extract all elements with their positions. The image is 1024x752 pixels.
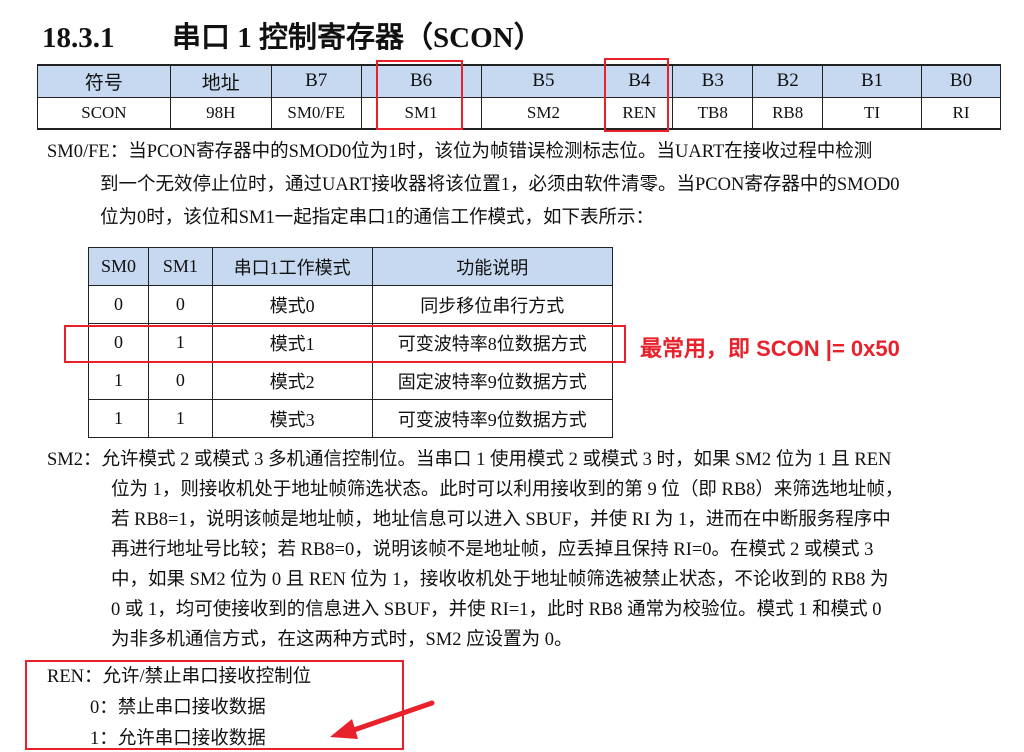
mode-row: 1 0 模式2 固定波特率9位数据方式	[88, 361, 614, 400]
value-cell: SCON	[37, 96, 171, 130]
cell: 模式2	[211, 361, 373, 400]
cell: 0	[147, 285, 213, 324]
header-cell: 功能说明	[371, 247, 614, 286]
cell: 1	[147, 399, 213, 438]
sm2-line: 为非多机通信方式，在这两种方式时，SM2 应设置为 0。	[111, 630, 573, 650]
cell: 同步移位串行方式	[371, 285, 614, 324]
header-cell: SM0	[88, 247, 149, 286]
mode-table: SM0 SM1 串口1工作模式 功能说明 0 0 模式0 同步移位串行方式 0 1 模式1…	[88, 247, 614, 438]
header-cell: B0	[921, 64, 1001, 98]
cell: 0	[88, 285, 149, 324]
cell: 1	[147, 323, 213, 362]
cell: 1	[88, 399, 149, 438]
mode-row: 0 0 模式0 同步移位串行方式	[88, 285, 614, 324]
value-cell: TI	[822, 96, 923, 130]
header-cell: 串口1工作模式	[211, 247, 373, 286]
cell: 模式3	[211, 399, 373, 438]
sm2-line: 再进行地址号比较；若 RB8=0，说明该帧不是地址帧，应丢掉且保持 RI=0。在…	[111, 540, 874, 560]
header-cell: B5	[480, 64, 607, 98]
section-number: 18.3.1	[42, 22, 115, 54]
mode-row: 0 1 模式1 可变波特率8位数据方式	[88, 323, 614, 362]
sm0fe-line: SM0/FE：当PCON寄存器中的SMOD0位为1时，该位为帧错误检测标志位。当…	[47, 142, 873, 162]
header-cell: B7	[270, 64, 362, 98]
value-cell: TB8	[672, 96, 754, 130]
value-cell: SM0/FE	[270, 96, 362, 130]
value-cell: RB8	[752, 96, 824, 130]
sm2-line: 中，如果 SM2 位为 0 且 REN 位为 1，接收收机处于地址帧筛选被禁止状…	[111, 570, 889, 590]
highlight-box-b6	[376, 60, 463, 130]
value-cell: SM2	[480, 96, 607, 130]
cell: 0	[147, 361, 213, 400]
sm2-line: 若 RB8=1，说明该帧是地址帧，地址信息可以进入 SBUF，并使 RI 为 1…	[111, 510, 891, 530]
section-title-text: 串口 1 控制寄存器（SCON）	[172, 22, 543, 54]
header-cell: B2	[752, 64, 824, 98]
sm0fe-line: 到一个无效停止位时，通过UART接收器将该位置1，必须由软件清零。当PCON寄存…	[100, 175, 900, 195]
sm2-line: 0 或 1，均可使接收到的信息进入 SBUF，并使 RI=1，此时 RB8 通常…	[111, 600, 882, 620]
header-cell: 地址	[169, 64, 272, 98]
ren-line: REN：允许/禁止串口接收控制位	[47, 667, 312, 687]
sm2-line: 位为 1，则接收机处于地址帧筛选状态。此时可以利用接收到的第 9 位（即 RB8…	[111, 480, 904, 500]
header-cell: SM1	[147, 247, 213, 286]
highlight-box-ren	[25, 660, 404, 750]
cell: 可变波特率9位数据方式	[371, 399, 614, 438]
value-cell: REN	[605, 96, 674, 130]
sm0fe-line: 位为0时，该位和SM1一起指定串口1的通信工作模式，如下表所示：	[100, 208, 654, 228]
header-cell: B4	[605, 64, 674, 98]
cell: 1	[88, 361, 149, 400]
sm2-line: SM2：允许模式 2 或模式 3 多机通信控制位。当串口 1 使用模式 2 或模…	[47, 450, 892, 470]
register-table: 符号 地址 B7 B6 B5 B4 B3 B2 B1 B0 SCON 98H S…	[37, 64, 1001, 130]
mode-header-row: SM0 SM1 串口1工作模式 功能说明	[88, 247, 614, 286]
highlight-box-b4	[604, 58, 669, 132]
register-value-row: SCON 98H SM0/FE SM1 SM2 REN TB8 RB8 TI R…	[37, 96, 1001, 130]
section-title: 18.3.1 串口 1 控制寄存器（SCON）	[42, 14, 543, 56]
annotation-note: 最常用，即 SCON |= 0x50	[640, 336, 900, 361]
cell: 可变波特率8位数据方式	[371, 323, 614, 362]
header-cell: 符号	[37, 64, 171, 98]
header-cell: B1	[822, 64, 923, 98]
cell: 固定波特率9位数据方式	[371, 361, 614, 400]
highlight-box-mode1	[64, 325, 626, 363]
header-cell: B3	[672, 64, 754, 98]
ren-line: 1：允许串口接收数据	[90, 729, 266, 749]
ren-line: 0：禁止串口接收数据	[90, 698, 266, 718]
register-header-row: 符号 地址 B7 B6 B5 B4 B3 B2 B1 B0	[37, 64, 1001, 98]
mode-row: 1 1 模式3 可变波特率9位数据方式	[88, 399, 614, 438]
value-cell: RI	[921, 96, 1001, 130]
arrow-icon	[330, 700, 435, 739]
cell: 0	[88, 323, 149, 362]
cell: 模式0	[211, 285, 373, 324]
value-cell: 98H	[169, 96, 272, 130]
